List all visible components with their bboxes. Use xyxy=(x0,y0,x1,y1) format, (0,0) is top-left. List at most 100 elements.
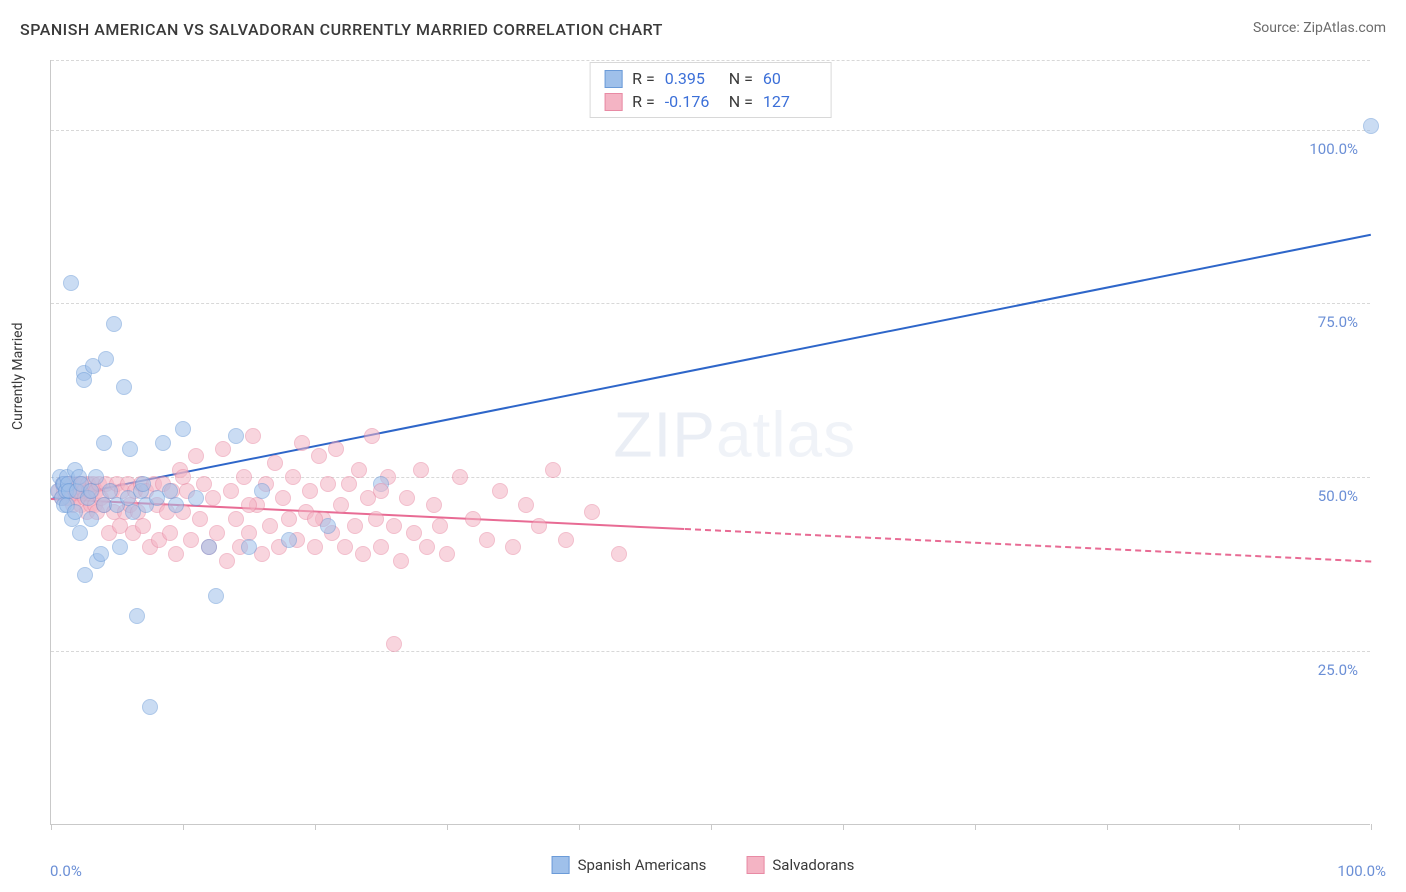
scatter-point xyxy=(122,441,138,457)
scatter-point xyxy=(228,511,244,527)
scatter-point xyxy=(188,490,204,506)
plot-area: ZIPatlas R =0.395N =60R =-0.176N =127 25… xyxy=(50,60,1370,825)
scatter-point xyxy=(112,539,128,555)
scatter-point xyxy=(106,316,122,332)
scatter-point xyxy=(465,511,481,527)
scatter-point xyxy=(307,539,323,555)
scatter-point xyxy=(320,476,336,492)
scatter-point xyxy=(311,448,327,464)
series-swatch xyxy=(604,70,622,88)
legend-label: Salvadorans xyxy=(772,856,854,874)
scatter-point xyxy=(236,469,252,485)
scatter-point xyxy=(393,553,409,569)
scatter-point xyxy=(142,699,158,715)
x-tick xyxy=(711,824,712,830)
scatter-point xyxy=(155,435,171,451)
scatter-point xyxy=(228,428,244,444)
stat-r-label: R = xyxy=(632,69,655,88)
scatter-point xyxy=(1363,118,1379,134)
scatter-point xyxy=(351,462,367,478)
y-axis-label: Currently Married xyxy=(10,323,26,430)
scatter-point xyxy=(584,504,600,520)
legend-item: Salvadorans xyxy=(746,856,854,874)
scatter-point xyxy=(208,588,224,604)
scatter-point xyxy=(77,567,93,583)
x-tick xyxy=(447,824,448,830)
scatter-point xyxy=(135,476,151,492)
legend: Spanish AmericansSalvadorans xyxy=(552,856,855,874)
scatter-point xyxy=(432,518,448,534)
scatter-point xyxy=(333,497,349,513)
gridline-h xyxy=(51,303,1370,304)
scatter-point xyxy=(88,469,104,485)
stat-r-value: -0.176 xyxy=(665,92,719,111)
scatter-point xyxy=(413,462,429,478)
chart-title: SPANISH AMERICAN VS SALVADORAN CURRENTLY… xyxy=(20,20,663,39)
stat-n-label: N = xyxy=(729,69,753,88)
scatter-point xyxy=(219,553,235,569)
scatter-point xyxy=(168,497,184,513)
x-tick xyxy=(1371,824,1372,830)
scatter-point xyxy=(168,546,184,562)
scatter-point xyxy=(281,532,297,548)
scatter-point xyxy=(267,455,283,471)
scatter-point xyxy=(83,483,99,499)
scatter-point xyxy=(162,525,178,541)
scatter-point xyxy=(406,525,422,541)
scatter-point xyxy=(63,275,79,291)
scatter-point xyxy=(368,511,384,527)
scatter-point xyxy=(129,608,145,624)
series-swatch xyxy=(604,93,622,111)
scatter-point xyxy=(479,532,495,548)
scatter-point xyxy=(93,546,109,562)
x-tick xyxy=(183,824,184,830)
scatter-point xyxy=(135,518,151,534)
scatter-point xyxy=(558,532,574,548)
scatter-point xyxy=(328,441,344,457)
scatter-point xyxy=(426,497,442,513)
scatter-point xyxy=(337,539,353,555)
y-tick-label: 75.0% xyxy=(1318,313,1358,331)
legend-swatch xyxy=(746,856,764,874)
scatter-point xyxy=(364,428,380,444)
scatter-point xyxy=(175,421,191,437)
gridline-h xyxy=(51,651,1370,652)
chart-header: SPANISH AMERICAN VS SALVADORAN CURRENTLY… xyxy=(20,20,1386,39)
scatter-point xyxy=(83,511,99,527)
scatter-point xyxy=(205,490,221,506)
scatter-point xyxy=(76,372,92,388)
x-tick xyxy=(315,824,316,830)
scatter-point xyxy=(183,532,199,548)
scatter-point xyxy=(452,469,468,485)
watermark: ZIPatlas xyxy=(613,398,856,472)
scatter-point xyxy=(241,497,257,513)
scatter-point xyxy=(241,539,257,555)
x-tick xyxy=(579,824,580,830)
x-axis-min-label: 0.0% xyxy=(50,862,82,880)
trend-line-extrapolated xyxy=(685,528,1371,563)
watermark-thin: atlas xyxy=(716,399,856,471)
x-tick xyxy=(51,824,52,830)
stat-n-value: 127 xyxy=(763,92,817,111)
scatter-point xyxy=(373,483,389,499)
scatter-point xyxy=(67,504,83,520)
scatter-point xyxy=(341,476,357,492)
scatter-point xyxy=(98,351,114,367)
scatter-point xyxy=(96,435,112,451)
x-tick xyxy=(1107,824,1108,830)
scatter-point xyxy=(355,546,371,562)
scatter-point xyxy=(254,483,270,499)
scatter-point xyxy=(399,490,415,506)
scatter-point xyxy=(192,511,208,527)
scatter-point xyxy=(373,539,389,555)
scatter-point xyxy=(611,546,627,562)
scatter-point xyxy=(386,636,402,652)
watermark-bold: ZIP xyxy=(613,399,716,471)
stats-row: R =0.395N =60 xyxy=(604,67,817,90)
legend-swatch xyxy=(552,856,570,874)
scatter-point xyxy=(201,539,217,555)
stat-r-label: R = xyxy=(632,92,655,111)
scatter-point xyxy=(419,539,435,555)
scatter-point xyxy=(307,511,323,527)
scatter-point xyxy=(116,379,132,395)
